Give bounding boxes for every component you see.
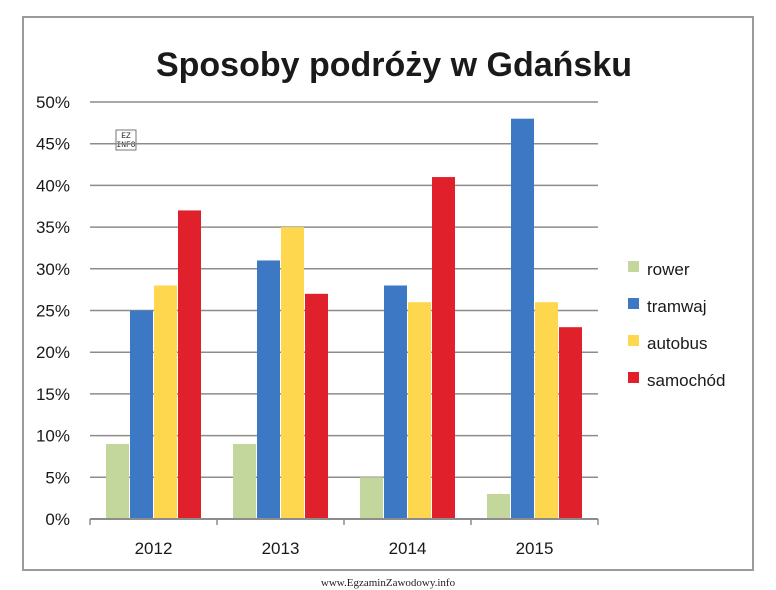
watermark-text: EZ bbox=[121, 132, 131, 141]
footer-url: www.EgzaminZawodowy.info bbox=[320, 577, 456, 589]
bar-tramwaj-2015 bbox=[511, 118, 534, 520]
y-tick-label: 30% bbox=[36, 260, 70, 279]
x-tick-label: 2015 bbox=[516, 539, 554, 558]
y-tick-label: 45% bbox=[36, 135, 70, 154]
legend-swatch bbox=[628, 335, 639, 346]
legend-label: samochód bbox=[647, 371, 725, 390]
legend-label: autobus bbox=[647, 334, 708, 353]
y-tick-label: 20% bbox=[36, 343, 70, 362]
bar-tramwaj-2013 bbox=[257, 260, 280, 519]
y-tick-label: 5% bbox=[45, 468, 70, 487]
watermark-text-2: INFO bbox=[116, 141, 135, 150]
bar-autobus-2014 bbox=[408, 302, 431, 519]
bar-rower-2013 bbox=[233, 443, 256, 519]
y-tick-label: 25% bbox=[36, 302, 70, 321]
x-tick-label: 2014 bbox=[389, 539, 427, 558]
bar-autobus-2013 bbox=[281, 227, 304, 519]
legend-swatch bbox=[628, 261, 639, 272]
bar-rower-2014 bbox=[360, 477, 383, 519]
bar-tramwaj-2014 bbox=[384, 285, 407, 519]
bar-autobus-2012 bbox=[154, 285, 177, 519]
bar-samochód-2014 bbox=[432, 177, 455, 519]
bar-samochód-2015 bbox=[559, 327, 582, 519]
y-tick-label: 50% bbox=[36, 93, 70, 112]
bar-tramwaj-2012 bbox=[130, 310, 153, 519]
y-tick-label: 10% bbox=[36, 427, 70, 446]
bar-samochód-2012 bbox=[178, 210, 201, 520]
legend-label: rower bbox=[647, 260, 690, 279]
axes: 0% 5% 10% 15% 20% 25% 30% 35% 40% 45% 50% 2012 2013 2… bbox=[36, 93, 599, 558]
y-tick-label: 0% bbox=[45, 510, 70, 529]
legend-label: tramwaj bbox=[647, 297, 707, 316]
chart-title: Sposoby podróży w Gdańsku bbox=[156, 46, 632, 84]
legend: rower tramwaj autobus samochód bbox=[628, 260, 725, 390]
bar-rower-2012 bbox=[106, 443, 129, 519]
bar-rower-2015 bbox=[487, 493, 510, 519]
x-tick-label: 2013 bbox=[262, 539, 300, 558]
bars bbox=[106, 118, 582, 520]
bar-samochód-2013 bbox=[305, 293, 328, 519]
watermark-logo: EZ INFO bbox=[115, 129, 137, 151]
legend-swatch bbox=[628, 372, 639, 383]
y-tick-label: 15% bbox=[36, 385, 70, 404]
y-tick-label: 35% bbox=[36, 218, 70, 237]
y-tick-label: 40% bbox=[36, 176, 70, 195]
legend-swatch bbox=[628, 298, 639, 309]
x-tick-label: 2012 bbox=[135, 539, 173, 558]
bar-autobus-2015 bbox=[535, 302, 558, 519]
